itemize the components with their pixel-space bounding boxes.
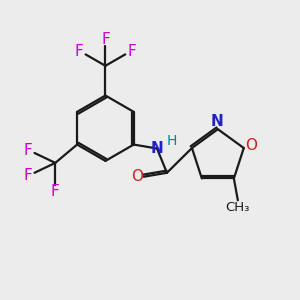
Text: F: F bbox=[24, 143, 32, 158]
Text: F: F bbox=[75, 44, 83, 59]
Text: F: F bbox=[24, 168, 32, 183]
Text: F: F bbox=[51, 184, 60, 199]
Text: N: N bbox=[211, 114, 224, 129]
Text: H: H bbox=[166, 134, 177, 148]
Text: F: F bbox=[127, 44, 136, 59]
Text: F: F bbox=[101, 32, 110, 47]
Text: N: N bbox=[151, 141, 164, 156]
Text: CH₃: CH₃ bbox=[226, 201, 250, 214]
Text: O: O bbox=[245, 137, 257, 152]
Text: O: O bbox=[131, 169, 143, 184]
